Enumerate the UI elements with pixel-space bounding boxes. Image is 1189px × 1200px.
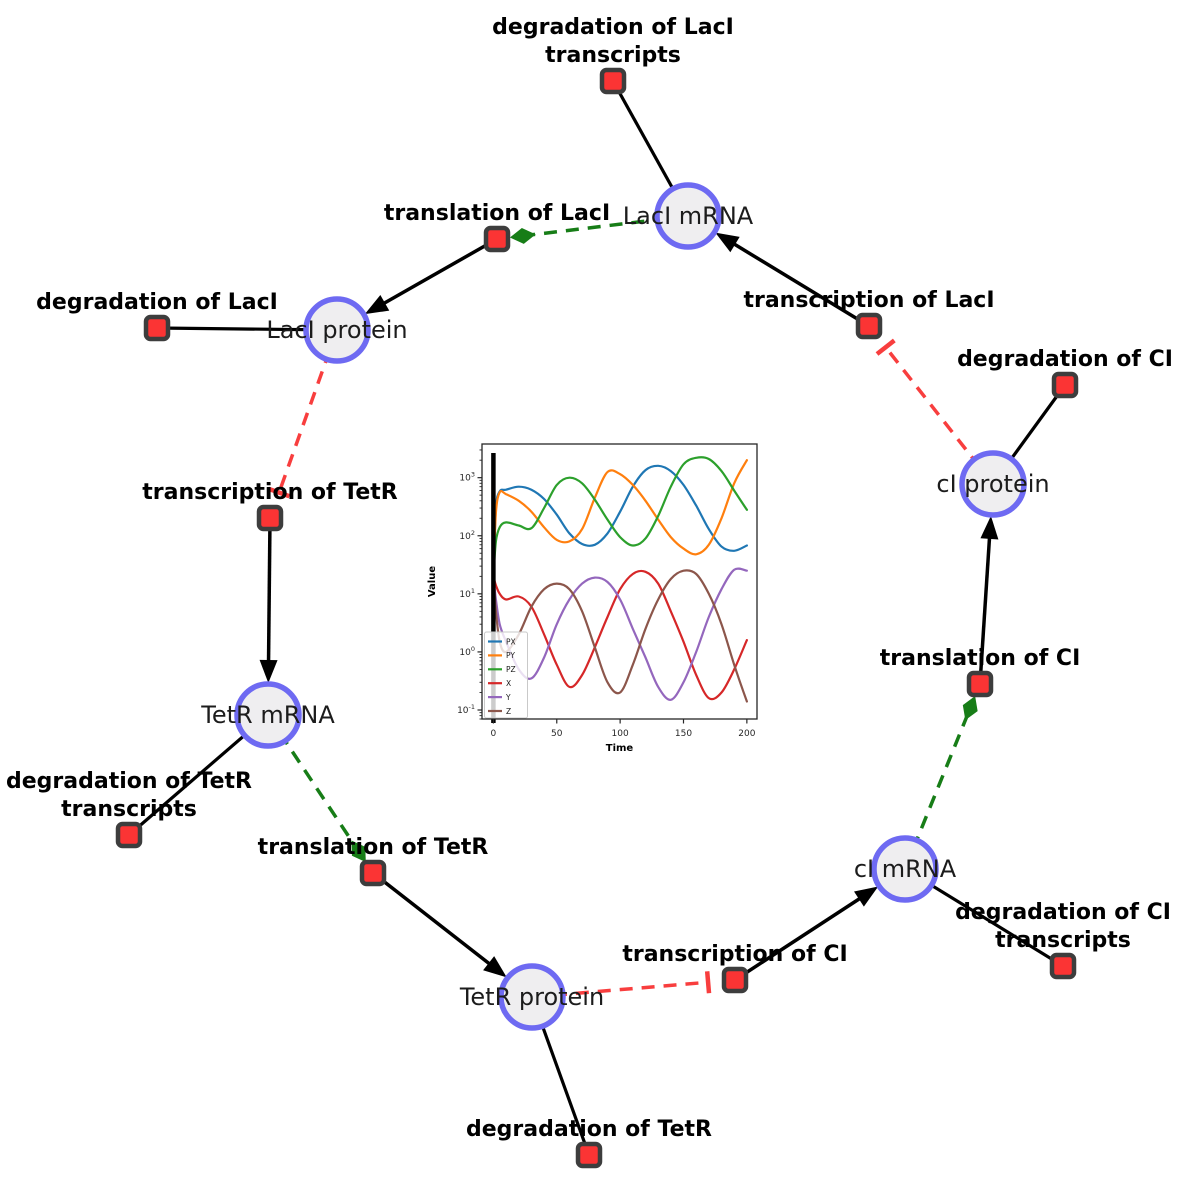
edge-transcription-ci-to-ci-mrna xyxy=(734,886,879,982)
reaction-node-degradation-ci-transcripts xyxy=(1049,952,1077,980)
diamond-arrowhead-icon xyxy=(509,227,536,244)
reaction-node-transcription-tetr xyxy=(256,504,284,532)
production-edge-line xyxy=(371,871,496,969)
edges-layer xyxy=(127,80,1067,1156)
species-node-laci-mrna xyxy=(654,182,722,250)
reaction-label-degradation-tetr-line1: degradation of TetR xyxy=(466,1117,712,1142)
production-edge-line xyxy=(734,893,866,982)
production-edge-line xyxy=(728,239,870,328)
production-edge-line xyxy=(978,531,992,685)
reaction-node-translation-ci xyxy=(966,670,994,698)
labels-layer: degradation of LacI transcripts translatio… xyxy=(6,15,1173,1142)
tee-bar-icon xyxy=(875,338,896,356)
reaction-label-degradation-laci-transcripts-line2: transcripts xyxy=(545,43,681,68)
reaction-label-transcription-laci-line1: transcription of LacI xyxy=(743,288,994,313)
reaction-label-degradation-tetr-transcripts-line2: transcripts xyxy=(61,797,197,822)
y-tick-label: 101 xyxy=(459,587,475,600)
chart-legend: PX PY PZ XYZ xyxy=(484,631,528,719)
legend-label-PX: PX xyxy=(506,637,516,646)
axes-frame xyxy=(481,443,758,720)
species-label-laci-mrna: LacI mRNA xyxy=(623,202,754,230)
diamond-arrowhead-icon xyxy=(351,840,366,863)
tee-bar-icon xyxy=(267,486,291,499)
x-tick-label: 50 xyxy=(551,729,563,739)
reaction-label-degradation-laci-transcripts-line1: degradation of LacI xyxy=(492,15,734,40)
x-tick-label: 150 xyxy=(675,729,692,739)
reaction-node-translation-tetr xyxy=(359,859,387,887)
species-label-tetr-protein: TetR protein xyxy=(459,983,604,1011)
reaction-node-degradation-tetr-transcripts xyxy=(115,821,143,849)
legend-label-PY: PY xyxy=(506,651,515,660)
arrowhead-icon xyxy=(364,294,390,315)
reaction-label-transcription-tetr-line1: transcription of TetR xyxy=(142,480,398,505)
reaction-label-translation-laci-line1: translation of LacI xyxy=(384,201,610,226)
reaction-label-degradation-laci-line1: degradation of LacI xyxy=(36,290,278,315)
reaction-node-degradation-laci-transcripts xyxy=(599,67,627,95)
arrowhead-icon xyxy=(980,515,999,540)
reaction-node-translation-laci xyxy=(483,225,511,253)
chart-series-PZ xyxy=(492,456,748,578)
reaction-label-translation-ci-line1: translation of CI xyxy=(880,646,1081,671)
reaction-label-translation-tetr-line1: translation of TetR xyxy=(258,835,489,860)
arrowhead-icon xyxy=(483,956,507,978)
y-tick-label: 103 xyxy=(459,471,475,484)
legend-label-X: X xyxy=(506,679,511,688)
reaction-nodes-layer xyxy=(115,67,1079,1169)
legend-label-Z: Z xyxy=(506,707,511,716)
species-label-tetr-mrna: TetR mRNA xyxy=(200,701,335,729)
chart-series-X xyxy=(492,569,748,701)
edge-translation-tetr-to-tetr-protein xyxy=(371,871,507,978)
reaction-label-degradation-ci-transcripts-line1: degradation of CI xyxy=(955,900,1171,925)
edge-transcription-tetr-to-tetr-mrna xyxy=(259,517,278,684)
reaction-node-degradation-ci xyxy=(1051,371,1079,399)
production-edge-line xyxy=(377,237,498,308)
species-label-laci-protein: LacI protein xyxy=(266,316,407,344)
reaction-label-degradation-ci-transcripts-line2: transcripts xyxy=(995,928,1131,953)
chart-series-PY xyxy=(492,459,748,578)
species-nodes-layer xyxy=(234,182,1027,1031)
y-tick-label: 100 xyxy=(459,645,475,658)
arrowhead-icon xyxy=(854,886,879,907)
y-tick-label: 10-1 xyxy=(457,703,475,716)
legend-label-PZ: PZ xyxy=(506,665,516,674)
y-axis-title: Value xyxy=(427,566,438,597)
reaction-node-degradation-laci xyxy=(143,314,171,342)
reaction-node-transcription-ci xyxy=(721,966,749,994)
legend-label-Y: Y xyxy=(505,693,511,702)
reaction-node-transcription-laci xyxy=(855,312,883,340)
species-node-tetr-protein xyxy=(498,963,566,1031)
x-tick-label: 0 xyxy=(491,729,497,739)
production-edge-line xyxy=(266,517,272,668)
species-label-ci-mrna: cI mRNA xyxy=(854,855,957,883)
species-node-ci-mrna xyxy=(871,835,939,903)
reaction-label-transcription-ci-line1: transcription of CI xyxy=(622,942,847,967)
reaction-label-degradation-tetr-transcripts-line1: degradation of TetR xyxy=(6,769,252,794)
species-label-ci-protein: cI protein xyxy=(936,470,1049,498)
edge-transcription-laci-to-laci-mrna xyxy=(715,232,870,328)
reaction-label-degradation-ci-line1: degradation of CI xyxy=(957,347,1173,372)
x-tick-label: 200 xyxy=(738,729,755,739)
x-axis-title: Time xyxy=(606,743,634,754)
species-node-laci-protein xyxy=(303,296,371,364)
y-tick-label: 102 xyxy=(459,529,475,542)
reaction-node-degradation-tetr xyxy=(575,1141,603,1169)
arrowhead-icon xyxy=(259,659,278,684)
diamond-arrowhead-icon xyxy=(962,696,978,721)
arrowhead-icon xyxy=(715,232,740,253)
chart-series-PX xyxy=(492,464,748,578)
species-node-tetr-mrna xyxy=(234,681,302,749)
species-node-ci-protein xyxy=(959,450,1027,518)
inset-timeseries-chart: PX PY PZ XYZ 10-1 100 101 102 103 0 50 100 150 200 Tim… xyxy=(427,443,758,754)
x-tick-label: 100 xyxy=(612,729,629,739)
edge-translation-ci-to-ci-protein xyxy=(978,515,999,685)
edge-translation-laci-to-laci-protein xyxy=(364,237,498,315)
tee-bar-icon xyxy=(704,971,712,994)
